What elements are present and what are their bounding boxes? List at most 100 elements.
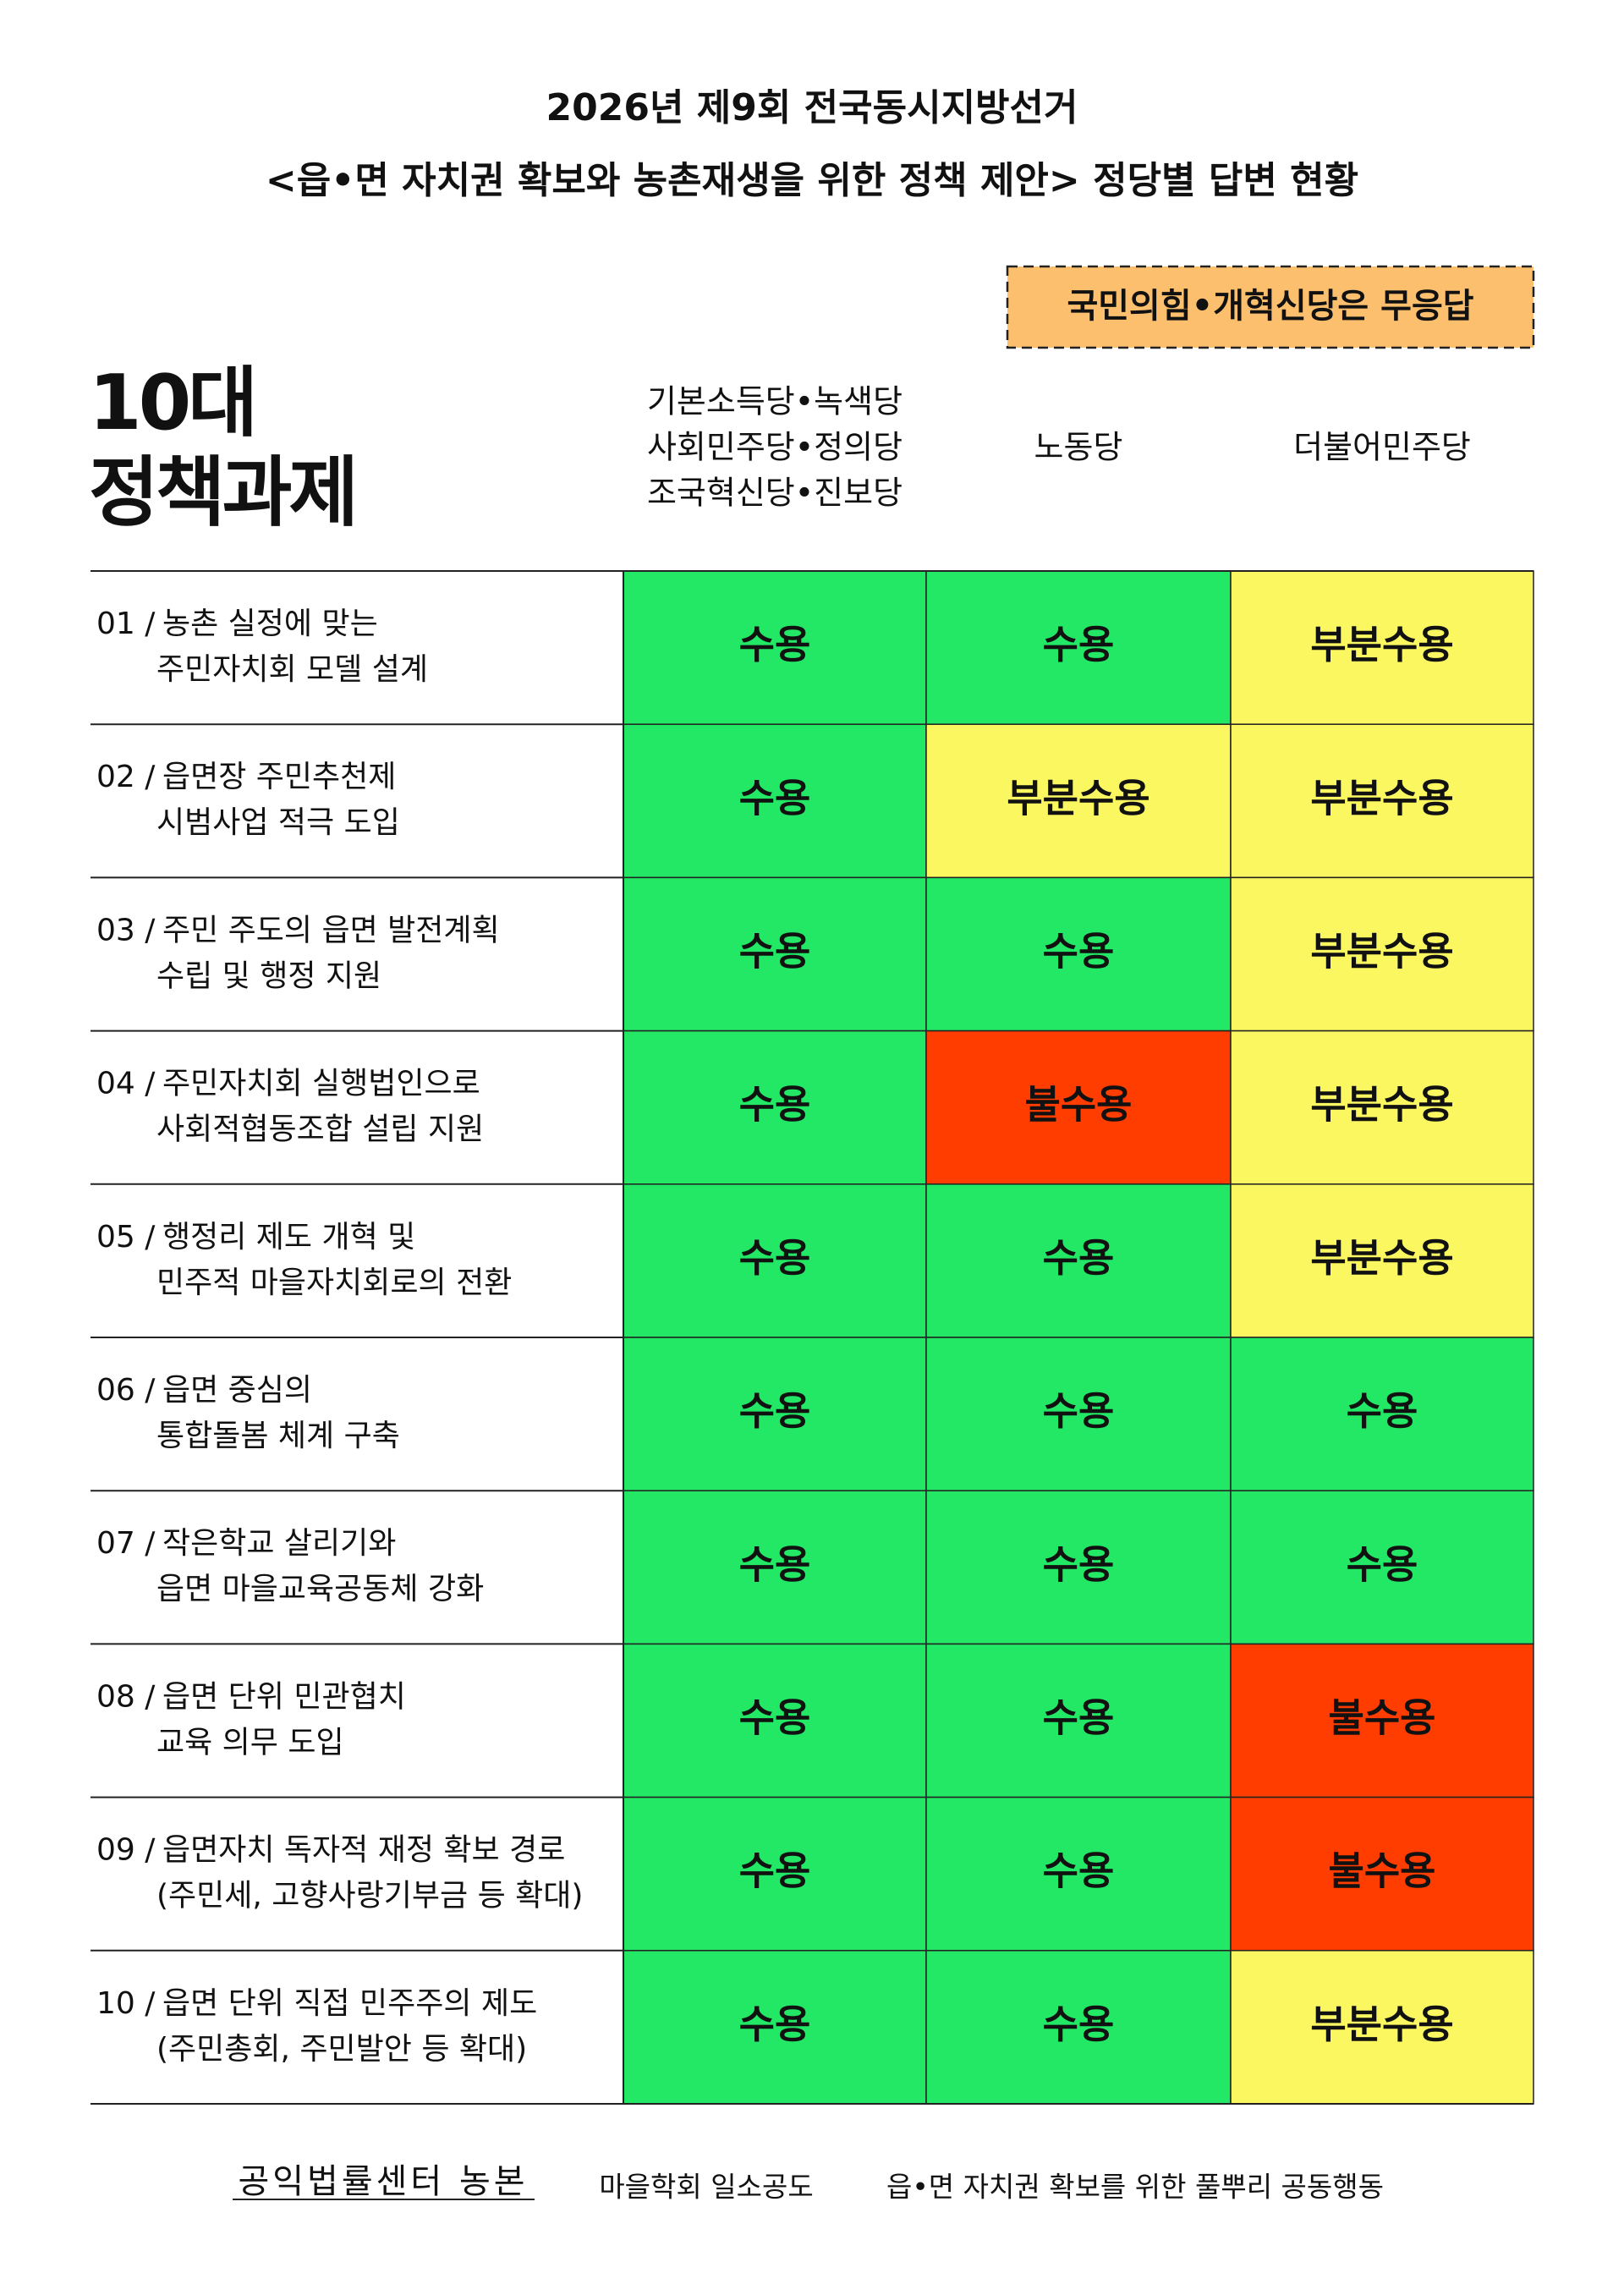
row-text: 주민 주도의 읍면 발전계획 bbox=[162, 913, 500, 947]
response: 수용 bbox=[1043, 1541, 1115, 1587]
row-number: 04 / bbox=[96, 1067, 156, 1101]
row-text: 수립 및 행정 지원 bbox=[156, 958, 381, 993]
row-text: 읍면장 주민추천제 bbox=[162, 760, 396, 794]
response-cell bbox=[1230, 723, 1534, 879]
response: 수용 bbox=[739, 2001, 811, 2047]
response: 수용 bbox=[1043, 1695, 1115, 1741]
row-text: 교육 의무 도입 bbox=[156, 1725, 344, 1760]
response-cell bbox=[925, 1337, 1232, 1491]
response: 부분수용 bbox=[1310, 1235, 1453, 1281]
row-number: 08 / bbox=[96, 1679, 156, 1714]
row-text: 민주적 마을자치회로의 전환 bbox=[156, 1266, 512, 1300]
response-cell bbox=[1230, 1183, 1534, 1338]
row-text: 통합돌봄 체계 구축 bbox=[156, 1419, 400, 1453]
response-cell bbox=[1230, 1490, 1534, 1645]
row-text: 읍면 단위 직접 민주주의 제도 bbox=[162, 1986, 537, 2021]
response-cell bbox=[925, 876, 1232, 1032]
logo: 공익법률센터 농본 bbox=[238, 2162, 528, 2201]
response-cell bbox=[623, 1643, 927, 1798]
row-text: 행정리 제도 개혁 및 bbox=[162, 1220, 415, 1255]
response: 수용 bbox=[739, 622, 811, 667]
response-cell bbox=[623, 1337, 927, 1491]
response: 부분수용 bbox=[1310, 2001, 1453, 2047]
response-cell bbox=[1230, 876, 1534, 1032]
column-header: 노동당 bbox=[1034, 429, 1123, 466]
response-cell bbox=[1230, 1796, 1534, 1952]
response: 수용 bbox=[1043, 1235, 1115, 1281]
response: 부분수용 bbox=[1310, 775, 1453, 821]
row-text: (주민세, 고향사랑기부금 등 확대) bbox=[156, 1879, 583, 1913]
notice-box bbox=[1006, 265, 1535, 349]
row-number: 07 / bbox=[96, 1526, 156, 1561]
response: 수용 bbox=[739, 1848, 811, 1894]
row-text: 작은학교 살리기와 bbox=[162, 1526, 396, 1561]
response: 부분수용 bbox=[1310, 929, 1453, 975]
response-cell bbox=[1230, 1337, 1534, 1491]
row-text: 읍면 마을교육공동체 강화 bbox=[156, 1572, 484, 1606]
row-text: 읍면 중심의 bbox=[162, 1373, 312, 1408]
response: 부분수용 bbox=[1310, 622, 1453, 667]
response: 불수용 bbox=[1329, 1695, 1436, 1741]
response-cell bbox=[925, 1950, 1232, 2105]
response: 부분수용 bbox=[1007, 775, 1149, 821]
row-text: 시범사업 적극 도입 bbox=[156, 805, 400, 840]
row-number: 01 / bbox=[96, 607, 156, 641]
row-number: 06 / bbox=[96, 1373, 156, 1408]
response-cell bbox=[925, 1183, 1232, 1338]
response-cell bbox=[925, 723, 1232, 879]
response-cell bbox=[1230, 1950, 1534, 2105]
row-text: 농촌 실정에 맞는 bbox=[162, 607, 378, 641]
response: 수용 bbox=[1043, 1388, 1115, 1434]
row-number: 03 / bbox=[96, 913, 156, 947]
title: 2026년 제9회 전국동시지방선거 bbox=[546, 86, 1078, 129]
section-title: 정책과제 bbox=[89, 448, 355, 537]
response: 수용 bbox=[1347, 1541, 1418, 1587]
row-number: 09 / bbox=[96, 1833, 156, 1868]
response: 불수용 bbox=[1329, 1848, 1436, 1894]
column-header: 더불어민주당 bbox=[1293, 429, 1471, 466]
column-header: 기본소득당•녹색당 bbox=[647, 383, 903, 420]
response: 수용 bbox=[1347, 1388, 1418, 1434]
response: 수용 bbox=[739, 1082, 811, 1128]
notice: 국민의힘•개혁신당은 무응답 bbox=[1067, 287, 1473, 326]
row-number: 05 / bbox=[96, 1220, 156, 1255]
response-cell bbox=[1230, 570, 1534, 725]
row-text: (주민총회, 주민발안 등 확대) bbox=[156, 2032, 527, 2067]
organization: 마을학회 일소공도 bbox=[599, 2171, 813, 2204]
response: 수용 bbox=[739, 1388, 811, 1434]
response-cell bbox=[925, 1029, 1232, 1185]
response-cell bbox=[925, 570, 1232, 725]
title: <읍•면 자치권 확보와 농촌재생을 위한 정책 제안> 정당별 답변 현황 bbox=[266, 159, 1358, 202]
row-text: 주민자치회 모델 설계 bbox=[156, 652, 428, 687]
response-cell bbox=[1230, 1029, 1534, 1185]
column-header: 조국혁신당•진보당 bbox=[647, 475, 903, 512]
response: 부분수용 bbox=[1310, 1082, 1453, 1128]
organization: 읍•면 자치권 확보를 위한 풀뿌리 공동행동 bbox=[886, 2171, 1384, 2204]
section-title: 10대 bbox=[89, 359, 255, 447]
response-cell bbox=[925, 1643, 1232, 1798]
response-cell bbox=[623, 1950, 927, 2105]
row-text: 사회적협동조합 설립 지원 bbox=[156, 1112, 484, 1147]
row-number: 02 / bbox=[96, 760, 156, 794]
response: 불수용 bbox=[1025, 1082, 1133, 1128]
row-text: 읍면 단위 민관협치 bbox=[162, 1679, 406, 1714]
response-cell bbox=[1230, 1643, 1534, 1798]
response: 수용 bbox=[739, 1541, 811, 1587]
row-number: 10 / bbox=[96, 1986, 156, 2021]
response: 수용 bbox=[739, 1235, 811, 1281]
response-cell bbox=[925, 1490, 1232, 1645]
response: 수용 bbox=[1043, 929, 1115, 975]
response-cell bbox=[623, 1183, 927, 1338]
response: 수용 bbox=[739, 775, 811, 821]
response: 수용 bbox=[739, 929, 811, 975]
row-text: 주민자치회 실행법인으로 bbox=[162, 1067, 480, 1101]
response-cell bbox=[623, 1029, 927, 1185]
response: 수용 bbox=[1043, 2001, 1115, 2047]
column-header: 사회민주당•정의당 bbox=[647, 429, 903, 466]
row-text: 읍면자치 독자적 재정 확보 경로 bbox=[162, 1833, 565, 1868]
response: 수용 bbox=[1043, 622, 1115, 667]
response: 수용 bbox=[1043, 1848, 1115, 1894]
footer: 공익법률센터 농본 마을학회 일소공도 읍•면 자치권 확보를 위한 풀뿌리 공동행… bbox=[233, 2162, 1384, 2204]
